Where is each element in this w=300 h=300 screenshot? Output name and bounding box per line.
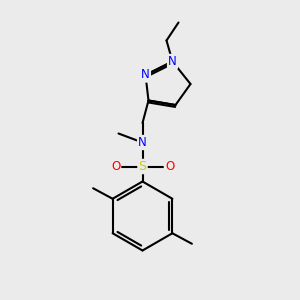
Text: N: N — [168, 55, 177, 68]
Text: N: N — [141, 68, 150, 82]
Text: O: O — [165, 160, 174, 173]
Text: N: N — [138, 136, 147, 149]
Text: O: O — [111, 160, 120, 173]
Text: S: S — [139, 160, 146, 173]
